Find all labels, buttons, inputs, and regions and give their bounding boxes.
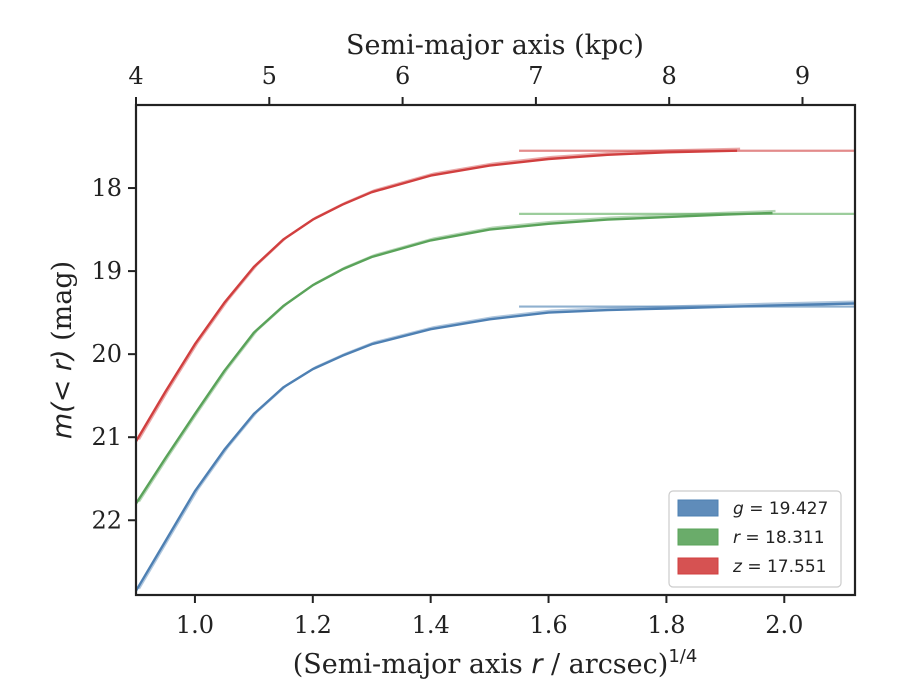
y-axis-title: m(< r) (mag) xyxy=(47,261,78,439)
legend-label-z: z = 17.551 xyxy=(732,557,826,577)
x-axis-title: (Semi-major axis r / arcsec)1/4 xyxy=(293,646,698,680)
y-tick-label: 19 xyxy=(91,257,122,285)
x-axis-top: 4 5 6 7 8 9 xyxy=(128,62,810,105)
legend-swatch-z xyxy=(677,557,719,575)
top-tick-label: 5 xyxy=(262,62,277,90)
x-tick-label: 1.0 xyxy=(176,611,214,639)
y-tick-label: 22 xyxy=(91,506,122,534)
y-tick-label: 20 xyxy=(91,340,122,368)
top-tick-label: 9 xyxy=(795,62,810,90)
series-lines xyxy=(136,147,855,592)
x-axis-title-rest: / arcsec) xyxy=(542,649,668,680)
x-tick-label: 1.6 xyxy=(529,611,567,639)
x-axis-top-title: Semi-major axis (kpc) xyxy=(346,30,644,61)
top-tick-label: 8 xyxy=(662,62,677,90)
legend-swatch-g xyxy=(677,499,719,517)
legend-label-g: g = 19.427 xyxy=(733,499,828,519)
x-tick-label: 1.4 xyxy=(412,611,450,639)
legend-items: g = 19.427 r = 18.311 z = 17.551 xyxy=(677,499,828,577)
y-tick-label: 21 xyxy=(91,423,122,451)
y-axis-left: 18 19 20 21 22 xyxy=(91,174,136,534)
top-tick-label: 7 xyxy=(528,62,543,90)
legend-swatch-r xyxy=(677,528,719,546)
top-tick-label: 6 xyxy=(395,62,410,90)
plot-area xyxy=(134,103,857,597)
y-tick-label: 18 xyxy=(91,174,122,202)
plot-frame xyxy=(134,103,857,597)
x-axis-title-var: r xyxy=(531,649,544,680)
series-line-g xyxy=(136,302,855,592)
series-line-z xyxy=(136,149,738,443)
y-axis-title-unit: (mag) xyxy=(47,261,78,350)
top-tick-label: 4 xyxy=(128,62,143,90)
y-axis-title-math: (< r) xyxy=(47,349,78,412)
x-tick-label: 2.0 xyxy=(765,611,803,639)
x-tick-label: 1.8 xyxy=(647,611,685,639)
x-axis-bottom: 1.0 1.2 1.4 1.6 1.8 2.0 xyxy=(176,595,803,639)
legend-label-r: r = 18.311 xyxy=(733,528,825,548)
x-tick-label: 1.2 xyxy=(294,611,332,639)
x-axis-title-exponent: 1/4 xyxy=(668,646,697,667)
y-axis-title-m: m xyxy=(47,413,78,439)
legend: g = 19.427 r = 18.311 z = 17.551 xyxy=(668,490,842,588)
x-axis-title-main: (Semi-major axis xyxy=(293,649,532,680)
series-line-r xyxy=(136,211,773,505)
